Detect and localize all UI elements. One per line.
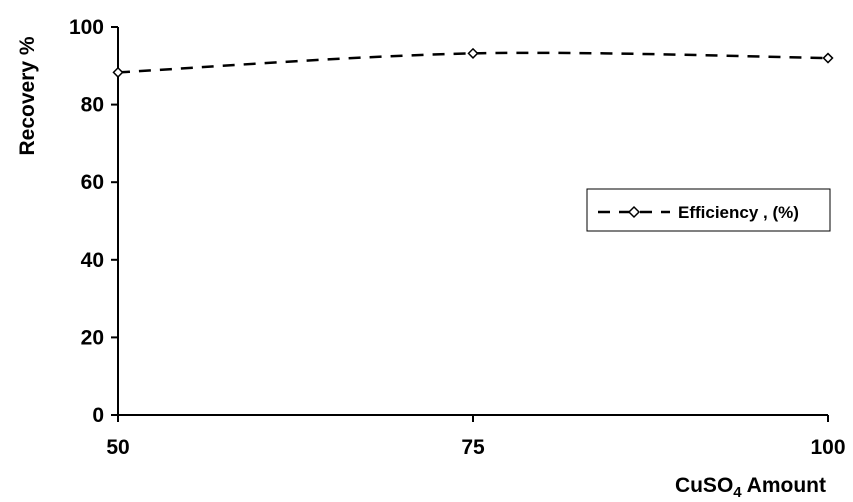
y-tick-label: 40 bbox=[81, 249, 104, 272]
legend: Efficiency , (%) bbox=[586, 188, 831, 232]
y-tick-label: 80 bbox=[81, 94, 104, 117]
x-tick-label: 100 bbox=[810, 436, 845, 459]
y-tick-label: 100 bbox=[69, 16, 104, 39]
legend-label: Efficiency , (%) bbox=[678, 203, 799, 222]
x-axis-title: CuSO4 Amount bbox=[675, 474, 826, 501]
x-axis-title-main: CuSO bbox=[675, 474, 733, 497]
y-axis-title: Recovery % bbox=[16, 36, 39, 155]
x-tick-label: 75 bbox=[461, 436, 485, 459]
legend-box bbox=[586, 188, 831, 232]
y-tick-label: 60 bbox=[81, 171, 104, 194]
x-axis-title-subscript: 4 bbox=[733, 484, 742, 501]
x-axis-title-suffix: Amount bbox=[742, 474, 826, 497]
axes: 0 20 40 60 80 100 50 75 100 bbox=[69, 16, 846, 459]
data-point-marker bbox=[112, 66, 124, 78]
y-tick-label: 0 bbox=[92, 404, 104, 427]
data-point-marker bbox=[822, 52, 834, 64]
y-tick-label: 20 bbox=[81, 326, 104, 349]
data-point-marker bbox=[467, 47, 479, 59]
series-line-efficiency bbox=[117, 51, 829, 74]
legend-marker bbox=[627, 205, 641, 219]
x-tick-label: 50 bbox=[106, 436, 129, 459]
series-layer bbox=[112, 47, 834, 78]
